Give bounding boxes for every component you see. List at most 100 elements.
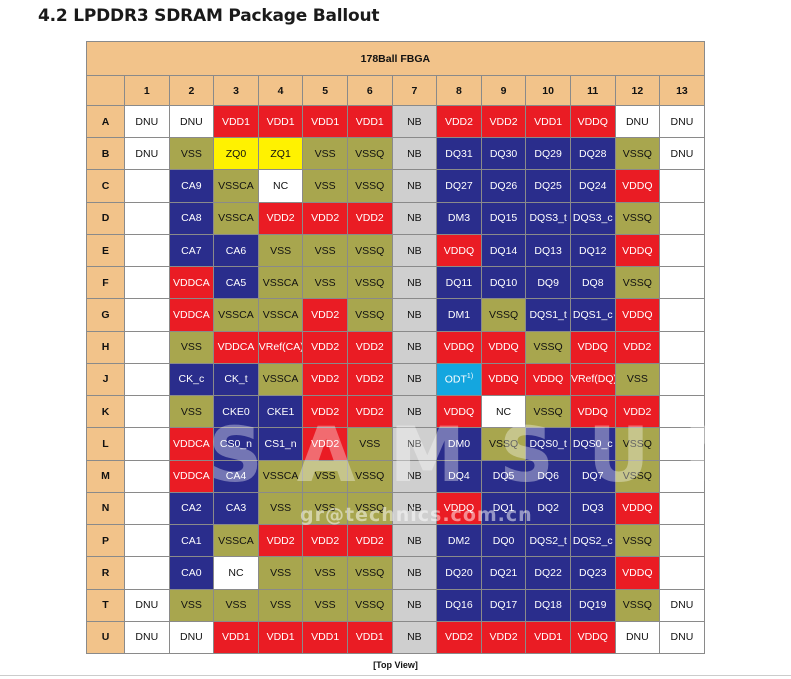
ball-cell: VSSQ bbox=[346, 298, 393, 332]
ball-row: G VDDCA VSSCA VSSCA VDD2 VSSQ NB DM1 VSSQ DQS1_t D… bbox=[86, 298, 705, 332]
ball-cell: DQS1_t bbox=[525, 298, 571, 332]
ball-signal: CS0_n bbox=[219, 437, 253, 450]
ball-signal: DQ8 bbox=[581, 276, 604, 289]
ball-row: U DNU DNU VDD1 VDD1 VDD1 VDD1 NB VDD2 VDD2 VDD1 VDD… bbox=[86, 620, 705, 654]
ball-cell: VSSQ bbox=[346, 137, 393, 171]
ball-signal: DQ16 bbox=[445, 599, 473, 612]
row-header: M bbox=[86, 459, 125, 493]
ball-signal: DQS0_t bbox=[529, 437, 567, 450]
ball-signal: VDD2 bbox=[489, 631, 518, 644]
ball-signal: VSS bbox=[314, 566, 336, 579]
ball-cell: DQ2 bbox=[525, 491, 571, 526]
ball-cell: VSS bbox=[257, 491, 304, 526]
ball-cell: DNU bbox=[614, 104, 661, 139]
ball-signal: VSS bbox=[270, 244, 292, 257]
empty-ball-cell bbox=[124, 491, 170, 526]
ball-cell: VSSQ bbox=[346, 459, 393, 493]
ball-signal: VSSQ bbox=[355, 502, 385, 515]
ball-signal: DM2 bbox=[447, 534, 471, 547]
ball-cell: VSS bbox=[257, 556, 304, 590]
row-header: B bbox=[86, 137, 125, 171]
ball-signal: VDD1 bbox=[355, 631, 384, 644]
ball-cell: CA3 bbox=[213, 491, 259, 526]
empty-ball-cell bbox=[124, 556, 170, 590]
ball-signal: VDD2 bbox=[266, 534, 295, 547]
ball-cell: CA5 bbox=[213, 266, 259, 300]
ball-signal: CA2 bbox=[181, 502, 202, 515]
ball-cell: ZQ0 bbox=[213, 137, 259, 171]
ball-signal: NB bbox=[407, 341, 422, 354]
ball-signal: VDD2 bbox=[311, 405, 340, 418]
ball-cell: NC bbox=[257, 169, 304, 203]
ball-signal: NB bbox=[407, 373, 422, 386]
ball-cell: DQ21 bbox=[480, 556, 527, 590]
ball-signal: DQ26 bbox=[489, 180, 518, 193]
ball-signal: VDDQ bbox=[577, 405, 608, 418]
column-header: 6 bbox=[346, 75, 393, 106]
ball-cell: VDD1 bbox=[257, 104, 304, 139]
ball-cell: DQ27 bbox=[436, 169, 482, 203]
ball-signal: VSSCA bbox=[262, 309, 299, 322]
corner-cell bbox=[86, 75, 125, 106]
ball-cell: NB bbox=[391, 362, 438, 397]
ball-cell: DNU bbox=[614, 620, 661, 654]
ball-cell: VDDCA bbox=[168, 459, 215, 493]
ball-cell: VDD2 bbox=[480, 104, 527, 139]
ball-row: T DNU VSS VSS VSS VSS VSSQ NB DQ16 DQ17 DQ18 DQ19 VS… bbox=[86, 588, 705, 622]
ball-signal: CA3 bbox=[225, 502, 247, 515]
ball-cell: VSS bbox=[168, 137, 215, 171]
ball-signal: DQS2_c bbox=[572, 534, 613, 547]
ball-signal: ZQ1 bbox=[270, 147, 291, 160]
ball-cell: VSS bbox=[257, 588, 304, 622]
ball-cell: VSSQ bbox=[346, 491, 393, 526]
ball-signal: VDDQ bbox=[488, 341, 519, 354]
ball-cell: VDD2 bbox=[436, 620, 482, 654]
ball-cell: VSS bbox=[168, 588, 215, 622]
ball-cell: VRef(CA) bbox=[257, 330, 304, 364]
ball-signal: CK_c bbox=[178, 373, 205, 386]
ball-signal: VDD2 bbox=[623, 341, 652, 354]
ball-cell: VDDQ bbox=[614, 298, 661, 332]
ball-signal: VSSQ bbox=[355, 147, 385, 160]
ball-signal: DQ11 bbox=[445, 276, 473, 289]
ball-cell: CK_t bbox=[213, 362, 259, 397]
ball-signal: DNU bbox=[670, 115, 694, 128]
ball-cell: DM3 bbox=[436, 201, 482, 235]
ball-signal: VSS bbox=[180, 405, 202, 418]
ball-signal: VDD2 bbox=[266, 212, 295, 225]
ball-signal: VSS bbox=[314, 276, 336, 289]
ball-cell: NB bbox=[391, 588, 438, 622]
ball-signal: NB bbox=[407, 309, 422, 322]
ball-cell: VSSQ bbox=[614, 427, 661, 461]
ball-cell: CA1 bbox=[168, 524, 215, 558]
ball-cell: VDDQ bbox=[569, 104, 616, 139]
ball-cell: DQS3_c bbox=[569, 201, 616, 235]
ball-cell: VDD1 bbox=[346, 104, 393, 139]
ball-signal: VSSQ bbox=[622, 437, 652, 450]
ball-signal: VSSQ bbox=[622, 212, 652, 225]
ball-signal: VSSQ bbox=[622, 599, 652, 612]
ball-signal: CA8 bbox=[181, 212, 202, 225]
ball-signal: DQ17 bbox=[489, 599, 518, 612]
ball-signal: CKE1 bbox=[266, 405, 295, 418]
ball-signal: DQ29 bbox=[534, 147, 562, 160]
ball-signal: NB bbox=[407, 437, 422, 450]
ball-signal: DQ24 bbox=[579, 180, 607, 193]
ball-signal: DNU bbox=[670, 631, 694, 644]
ball-cell: DQ10 bbox=[480, 266, 527, 300]
ball-cell: NB bbox=[391, 459, 438, 493]
empty-ball-cell bbox=[124, 266, 170, 300]
row-header: U bbox=[86, 620, 125, 654]
row-header: R bbox=[86, 556, 125, 590]
empty-ball-cell bbox=[659, 524, 705, 558]
ball-cell: VDDCA bbox=[213, 330, 259, 364]
ball-cell: DQS1_c bbox=[569, 298, 616, 332]
ball-signal: VSSQ bbox=[355, 599, 385, 612]
ball-cell: VDDQ bbox=[480, 362, 527, 397]
ball-signal: DQ2 bbox=[537, 502, 559, 515]
ball-cell: VSS bbox=[614, 362, 661, 397]
ball-cell: VDDQ bbox=[436, 330, 482, 364]
ball-row: H VSS VDDCA VRef(CA) VDD2 VDD2 NB VDDQ VDDQ VSSQ V… bbox=[86, 330, 705, 364]
empty-ball-cell bbox=[124, 233, 170, 268]
ball-cell: DQS3_t bbox=[525, 201, 571, 235]
